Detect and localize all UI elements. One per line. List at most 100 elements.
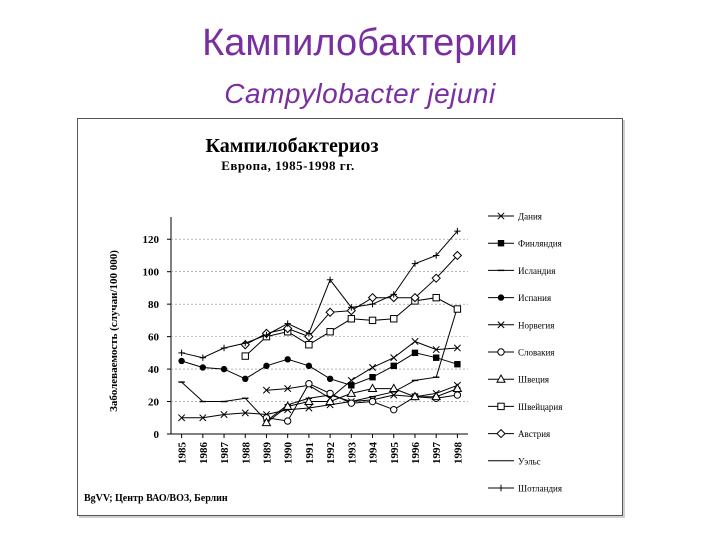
data-point	[305, 362, 313, 370]
legend-label: Уэльс	[518, 456, 541, 466]
x-tick-label: 1995	[389, 442, 401, 465]
data-point	[305, 341, 313, 349]
data-point	[282, 323, 293, 334]
data-point	[368, 316, 377, 325]
legend-item: Исландия	[488, 266, 555, 276]
series-10	[178, 227, 461, 361]
legend-item: Дания	[488, 212, 542, 222]
data-point	[284, 320, 291, 327]
plot-area: 0 20 40 60 80 100 120 1985 1986 1987 1988 1989 1990 1…	[143, 217, 468, 465]
data-point	[410, 292, 420, 303]
legend-marker	[497, 321, 505, 329]
data-point	[262, 386, 271, 394]
data-point	[261, 417, 272, 427]
data-point	[348, 304, 355, 311]
data-point	[283, 417, 292, 425]
data-point	[368, 397, 377, 406]
data-point	[325, 307, 335, 317]
slide-title: Кампилобактерии	[202, 22, 518, 64]
x-tick-label: 1992	[325, 442, 337, 465]
x-tick-label: 1991	[304, 442, 316, 464]
legend-label: Дания	[518, 212, 542, 222]
source-note: BgVV; Центр ВАО/ВОЗ, Берлин	[84, 493, 228, 504]
legend-item: Норвегия	[488, 320, 554, 330]
data-point	[432, 252, 440, 259]
data-point	[326, 276, 334, 284]
x-tick-label: 1990	[283, 442, 295, 465]
y-tick-label: 20	[148, 397, 160, 409]
y-tick-label: 60	[148, 332, 160, 344]
data-point	[390, 391, 398, 399]
series-line	[181, 307, 458, 422]
data-point	[242, 375, 249, 383]
data-point	[305, 330, 313, 337]
legend-item: Швеция	[488, 373, 549, 385]
y-tick-label: 0	[154, 429, 160, 441]
x-tick-label: 1993	[346, 442, 358, 465]
y-axis-label: Заболеваемость (случаи/100 000)	[108, 250, 120, 412]
legend-item: Испания	[488, 293, 551, 303]
series-line	[351, 352, 458, 386]
legend-label: Швейцария	[518, 402, 562, 412]
legend-marker	[497, 294, 505, 301]
x-tick-label: 1989	[261, 442, 273, 465]
legend: Дания Финляндия Исландия Испания Норвегия Сло…	[488, 212, 562, 494]
data-point	[241, 409, 249, 417]
data-point	[220, 410, 228, 419]
y-tick-label: 40	[148, 364, 160, 376]
legend-item: Швейцария	[488, 402, 562, 412]
series-layer	[178, 227, 463, 427]
series-3	[178, 356, 355, 389]
data-point	[326, 328, 334, 336]
data-point	[454, 361, 461, 368]
series-line	[245, 255, 458, 346]
data-point	[346, 388, 357, 397]
legend-marker	[496, 428, 506, 439]
x-tick-label: 1997	[431, 442, 443, 465]
data-point	[220, 365, 228, 373]
data-point	[410, 391, 420, 401]
y-tick-label: 80	[148, 299, 160, 311]
legend-label: Швеция	[518, 375, 549, 385]
series-line	[266, 340, 458, 399]
x-tick-label: 1988	[240, 442, 252, 465]
data-point	[326, 389, 334, 398]
x-tick-label: 1994	[368, 442, 380, 465]
series-0	[262, 337, 461, 402]
legend-label: Финляндия	[518, 239, 562, 249]
data-point	[347, 315, 356, 323]
data-point	[432, 354, 440, 361]
data-point	[411, 337, 419, 346]
data-point	[453, 391, 462, 399]
legend-label: Норвегия	[518, 320, 554, 330]
data-point	[367, 383, 378, 393]
legend-label: Испания	[518, 293, 551, 303]
series-5	[262, 379, 462, 425]
y-tick-label: 120	[143, 234, 160, 246]
chart-title: Кампилобактериоз	[205, 135, 378, 157]
data-point	[199, 414, 207, 422]
data-point	[263, 331, 270, 339]
data-point	[452, 383, 463, 393]
data-point	[241, 352, 249, 360]
data-point	[178, 357, 185, 365]
series-line	[181, 230, 458, 359]
legend-marker	[497, 212, 505, 220]
series-line	[266, 383, 458, 422]
chart-subtitle: Европа, 1985-1998 гг.	[221, 158, 355, 173]
x-tick-label: 1998	[452, 442, 464, 465]
data-point	[454, 227, 461, 235]
data-point	[453, 305, 462, 313]
data-point	[304, 396, 314, 406]
data-point	[431, 273, 441, 283]
data-point	[347, 399, 356, 407]
chart-svg: Кампилобактериоз Европа, 1985-1998 гг. З…	[84, 135, 562, 504]
legend-label: Австрия	[518, 429, 550, 439]
data-point	[369, 373, 376, 381]
series-8	[240, 250, 463, 350]
data-point	[431, 391, 442, 401]
data-point	[432, 293, 440, 302]
series-line	[266, 388, 458, 423]
data-point	[282, 401, 293, 410]
data-point	[346, 305, 357, 316]
